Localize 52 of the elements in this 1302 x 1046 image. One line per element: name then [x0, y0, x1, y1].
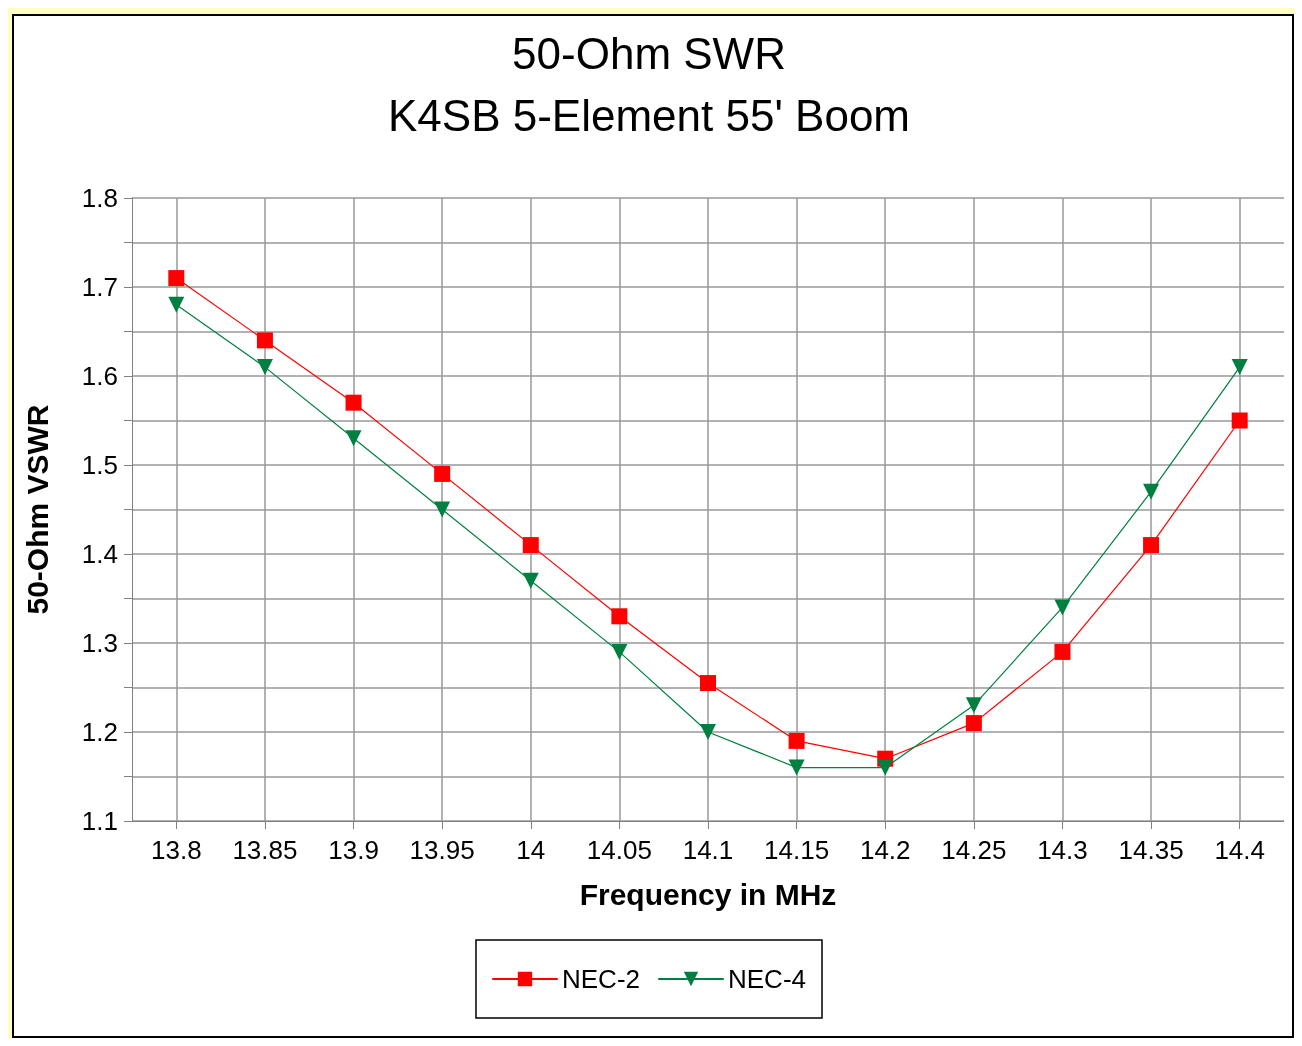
x-tick-label: 14.1	[682, 835, 734, 865]
chart-title: 50-Ohm SWR	[512, 28, 786, 78]
x-tick-label: 13.95	[409, 835, 475, 865]
point	[434, 501, 451, 518]
y-tick-label: 1.3	[81, 628, 118, 658]
point	[522, 537, 539, 554]
legend-label: NEC-2	[561, 964, 640, 994]
x-tick-label: 14.2	[859, 835, 911, 865]
y-axis-title: 50-Ohm VSWR	[20, 404, 54, 615]
y-tick-label: 1.6	[81, 361, 118, 391]
y-tick-label: 1.2	[81, 717, 118, 747]
y-tick-label: 1.4	[81, 539, 118, 569]
y-tick-label: 1.7	[81, 272, 118, 302]
point	[965, 697, 982, 714]
x-tick-label: 14.25	[941, 835, 1007, 865]
point	[877, 759, 894, 776]
point	[345, 394, 362, 411]
x-tick-label: 14.3	[1037, 835, 1088, 865]
point	[1054, 599, 1071, 616]
point	[434, 465, 451, 482]
y-tick-label: 1.5	[81, 450, 118, 480]
point	[522, 572, 539, 589]
point	[168, 270, 185, 287]
x-tick-label: 14	[516, 835, 546, 865]
x-tick-label: 13.85	[232, 835, 298, 865]
x-axis-title: Frequency in MHz	[579, 877, 837, 911]
point	[965, 715, 982, 732]
chart-subtitle: K4SB 5-Element 55' Boom	[387, 90, 911, 140]
point	[788, 759, 805, 776]
point	[345, 430, 362, 447]
point	[700, 724, 716, 740]
point	[168, 296, 185, 313]
point	[611, 608, 628, 625]
x-tick-label: 14.35	[1118, 835, 1184, 865]
y-tick-label: 1.8	[81, 183, 118, 213]
x-tick-label: 14.15	[764, 835, 830, 865]
x-tick-label: 14.4	[1214, 835, 1265, 865]
point	[700, 675, 716, 692]
point	[256, 332, 273, 349]
point	[788, 732, 805, 749]
legend-label: NEC-4	[728, 964, 807, 994]
point	[1054, 643, 1071, 660]
point	[1143, 483, 1160, 500]
point	[1143, 537, 1160, 554]
x-tick-label: 13.9	[328, 835, 379, 865]
point	[611, 643, 628, 660]
x-tick-label: 14.05	[586, 835, 652, 865]
x-tick-label: 13.8	[151, 835, 202, 865]
point	[256, 359, 273, 376]
y-tick-label: 1.1	[81, 806, 118, 836]
point	[1231, 359, 1248, 376]
point	[1231, 412, 1248, 429]
